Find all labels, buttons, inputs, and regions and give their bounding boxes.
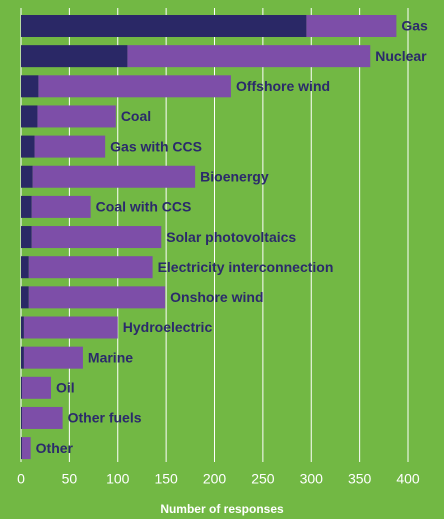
bar-segment <box>21 437 31 460</box>
bar-segment <box>21 45 128 68</box>
bar-segment <box>21 286 29 309</box>
category-label: Oil <box>56 380 75 396</box>
x-tick-label: 150 <box>154 471 178 487</box>
bar-segment <box>21 316 24 339</box>
category-label: Offshore wind <box>236 78 330 94</box>
bar-segment <box>21 105 38 128</box>
x-tick-label: 400 <box>396 471 420 487</box>
x-tick-label: 0 <box>17 471 25 487</box>
bar-segment <box>21 135 35 158</box>
bar-segment <box>21 165 33 188</box>
bar-segment <box>21 437 22 460</box>
bar-segment <box>306 15 397 37</box>
category-label: Other <box>36 440 74 456</box>
category-label: Marine <box>88 349 133 365</box>
x-tick-label: 350 <box>348 471 372 487</box>
x-tick-label: 300 <box>300 471 324 487</box>
category-label: Bioenergy <box>200 168 269 184</box>
bar-segment <box>34 135 106 158</box>
bar-segment <box>21 15 307 37</box>
bar-segment <box>21 256 29 279</box>
bar-segment <box>21 376 22 399</box>
x-axis-title: Number of responses <box>160 502 284 516</box>
bar-segment <box>31 226 162 249</box>
bar-segment <box>23 316 118 339</box>
bar-segment <box>21 346 24 369</box>
category-label: Coal with CCS <box>96 199 192 215</box>
category-label: Hydroelectric <box>123 319 213 335</box>
bar-segment <box>21 226 32 249</box>
bar-segment <box>23 346 83 369</box>
category-label: Other fuels <box>68 410 142 426</box>
category-label: Gas with CCS <box>110 138 202 154</box>
bar-segment <box>32 165 196 188</box>
bar-segment <box>38 75 231 98</box>
bar-segment <box>21 376 51 399</box>
category-label: Electricity interconnection <box>158 259 334 275</box>
bar-segment <box>37 105 116 128</box>
bar-segment <box>21 406 63 429</box>
x-tick-label: 100 <box>106 471 130 487</box>
bar-segment <box>28 286 166 309</box>
category-label: Nuclear <box>375 48 427 64</box>
category-label: Onshore wind <box>170 289 263 305</box>
bar-segment <box>28 256 153 279</box>
x-tick-label: 250 <box>251 471 275 487</box>
bar-segment <box>21 406 22 429</box>
x-tick-label: 200 <box>203 471 227 487</box>
bar-segment <box>21 195 32 218</box>
category-label: Gas <box>401 18 428 34</box>
bar-segment <box>127 45 371 68</box>
category-label: Solar photovoltaics <box>166 229 296 245</box>
bar-segment <box>21 75 39 98</box>
category-label: Coal <box>121 108 151 124</box>
x-tick-label: 50 <box>62 471 78 487</box>
bar-segment <box>31 195 91 218</box>
